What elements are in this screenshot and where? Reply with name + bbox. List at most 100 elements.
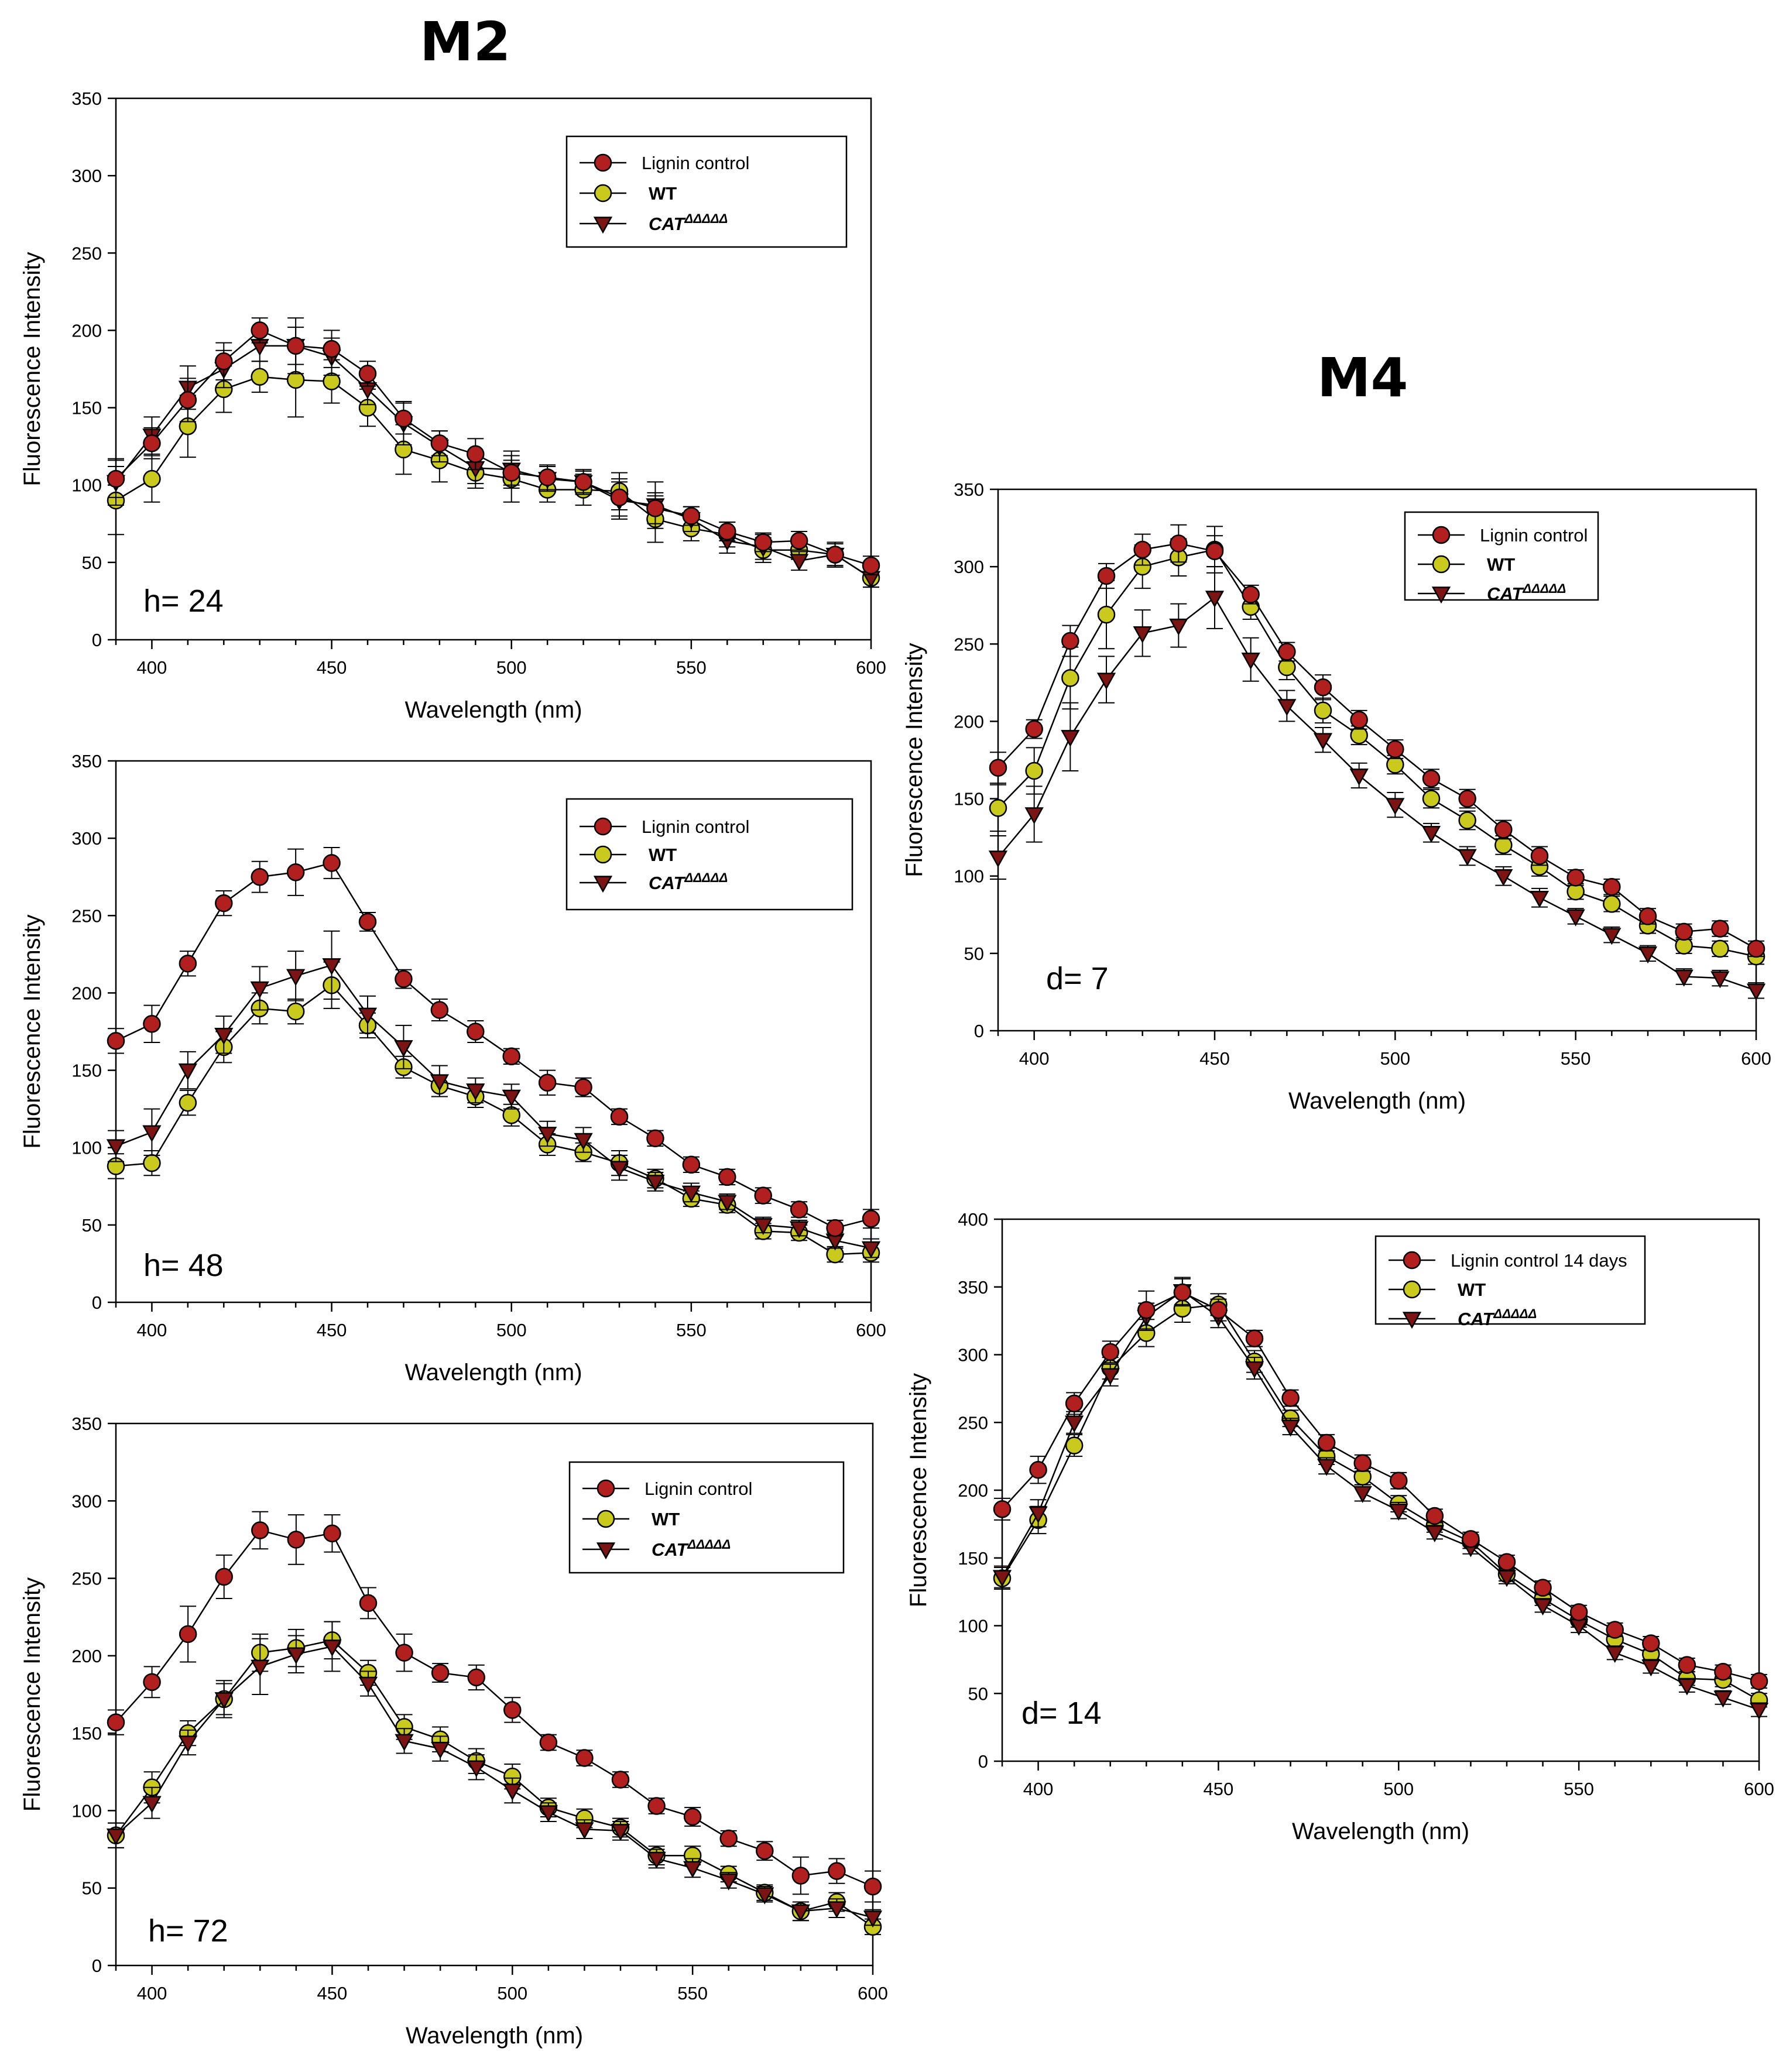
- legend-marker: [1403, 1280, 1421, 1299]
- data-point: [1025, 720, 1043, 738]
- y-tick-label: 150: [954, 789, 984, 809]
- legend-marker: [593, 217, 613, 234]
- data-point: [539, 1805, 558, 1823]
- data-point: [1530, 847, 1549, 865]
- data-point: [431, 1741, 450, 1759]
- data-point: [1281, 1419, 1300, 1437]
- data-point: [1314, 701, 1332, 720]
- data-point: [1101, 1368, 1120, 1385]
- data-point: [215, 1567, 233, 1586]
- legend-label-lignin: Lignin control: [645, 1478, 752, 1499]
- x-tick-label: 400: [1023, 1779, 1054, 1799]
- data-point: [863, 1910, 883, 1928]
- data-point: [1494, 869, 1513, 886]
- data-point: [107, 1713, 125, 1731]
- x-tick-label: 600: [856, 1320, 886, 1340]
- data-point: [1133, 626, 1152, 644]
- plot-frame: [115, 97, 872, 641]
- plot-frame: [115, 1422, 874, 1967]
- y-tick-label: 200: [958, 1480, 988, 1501]
- legend: Lignin control WT CATΔΔΔΔΔ: [568, 1461, 845, 1574]
- series-line: [115, 862, 872, 1229]
- data-point: [1061, 669, 1079, 687]
- series-line: [1001, 1290, 1760, 1711]
- legend-box: [1404, 511, 1599, 601]
- legend-label-wt: WT: [1487, 554, 1515, 575]
- data-point: [574, 1078, 592, 1096]
- series-lignin: [107, 317, 880, 575]
- data-point: [575, 1822, 594, 1840]
- data-point: [358, 365, 377, 383]
- y-axis-label: Fluorescence Intensity: [901, 643, 927, 877]
- legend-label-wt: WT: [649, 183, 677, 204]
- legend-label-cat: CATΔΔΔΔΔ: [652, 1537, 731, 1560]
- legend-marker: [1432, 526, 1451, 544]
- data-point: [1534, 1579, 1552, 1597]
- data-point: [1497, 1553, 1516, 1571]
- data-point: [214, 1028, 234, 1045]
- data-point: [1314, 678, 1332, 697]
- x-tick-label: 550: [1564, 1779, 1594, 1799]
- legend-label-cat: CATΔΔΔΔΔ: [1458, 1306, 1537, 1329]
- data-point: [1638, 946, 1658, 964]
- data-point: [1169, 618, 1188, 636]
- y-tick-label: 50: [964, 944, 984, 964]
- data-point: [1425, 1507, 1444, 1525]
- y-tick-label: 400: [958, 1209, 988, 1230]
- y-tick-label: 200: [71, 983, 102, 1003]
- data-point: [791, 1867, 810, 1885]
- legend-label-cat: CATΔΔΔΔΔ: [649, 211, 728, 234]
- x-tick-label: 600: [1741, 1048, 1771, 1069]
- data-point: [1024, 807, 1044, 825]
- data-point: [142, 1125, 162, 1143]
- x-axis-label: Wavelength (nm): [404, 697, 582, 723]
- data-point: [179, 954, 197, 973]
- data-point: [1747, 939, 1766, 958]
- data-point: [826, 1219, 844, 1237]
- data-point: [1749, 1703, 1769, 1720]
- data-point: [681, 1185, 701, 1203]
- data-point: [1606, 1621, 1624, 1639]
- y-tick-label: 0: [92, 1956, 102, 1976]
- data-point: [1205, 591, 1225, 608]
- data-point: [862, 556, 880, 575]
- data-point: [718, 522, 736, 541]
- data-point: [323, 1524, 341, 1543]
- data-point: [1170, 534, 1188, 553]
- data-point: [1638, 907, 1657, 925]
- y-tick-label: 350: [954, 479, 984, 500]
- data-point: [322, 958, 341, 976]
- data-point: [862, 1210, 880, 1228]
- data-point: [1675, 922, 1693, 941]
- legend: Lignin control WT CATΔΔΔΔΔ: [565, 798, 853, 911]
- legend-marker: [594, 153, 612, 172]
- data-point: [863, 1877, 882, 1896]
- data-point: [646, 1175, 665, 1192]
- y-tick-label: 100: [71, 1800, 102, 1821]
- data-point: [1353, 1454, 1372, 1472]
- x-tick-label: 450: [317, 657, 347, 678]
- data-point: [467, 1023, 485, 1041]
- data-point: [754, 533, 772, 551]
- data-point: [1025, 761, 1043, 780]
- data-point: [1642, 1634, 1660, 1652]
- data-point: [755, 1887, 774, 1905]
- series-wt: [989, 526, 1766, 966]
- series-line: [115, 1645, 873, 1919]
- legend: Lignin control 14 days WT CATΔΔΔΔΔ: [1374, 1235, 1646, 1329]
- data-point: [1317, 1459, 1336, 1476]
- data-point: [861, 1241, 881, 1258]
- y-tick-label: 0: [92, 630, 102, 650]
- data-point: [178, 1063, 197, 1080]
- data-point: [538, 1073, 557, 1092]
- data-point: [502, 464, 520, 482]
- x-axis-label: Wavelength (nm): [1292, 1819, 1469, 1844]
- y-tick-label: 100: [71, 1138, 102, 1158]
- data-point: [467, 1760, 486, 1778]
- data-point: [1245, 1361, 1264, 1378]
- data-point: [143, 434, 161, 452]
- y-tick-label: 100: [954, 866, 984, 887]
- legend-marker: [597, 1479, 615, 1498]
- legend: Lignin control WT CATΔΔΔΔΔ: [565, 135, 848, 248]
- x-tick-label: 550: [1561, 1048, 1591, 1069]
